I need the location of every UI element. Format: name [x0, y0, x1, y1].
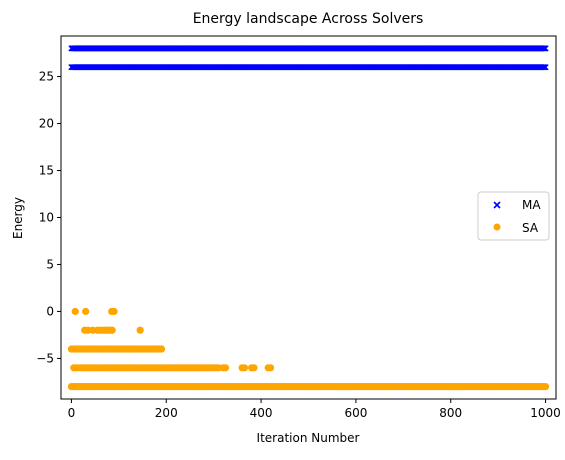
- x-tick-label: 600: [344, 406, 367, 420]
- legend-sa-marker-icon: [493, 223, 501, 231]
- data-point-sa: [250, 364, 258, 372]
- data-point-sa: [71, 307, 79, 316]
- data-point-sa: [136, 326, 144, 334]
- y-tick-label: 25: [39, 70, 54, 84]
- x-tick-label: 0: [68, 406, 76, 420]
- y-tick-label: 20: [39, 117, 54, 131]
- y-axis-label: Energy: [11, 197, 25, 239]
- legend-ma-marker-icon: [493, 201, 501, 209]
- legend-sa-label: SA: [522, 221, 539, 235]
- legend-ma-label: MA: [522, 198, 541, 212]
- plot-area: [67, 45, 550, 391]
- data-point-sa: [541, 382, 550, 391]
- y-tick-label: 15: [39, 164, 54, 178]
- y-tick-label: 5: [46, 257, 54, 271]
- series-ma: [68, 45, 549, 71]
- y-tick-label: 0: [46, 304, 54, 318]
- series-sa: [67, 307, 550, 391]
- y-tick-label: 10: [39, 211, 54, 225]
- x-axis-label: Iteration Number: [257, 431, 360, 445]
- data-point-sa: [266, 364, 275, 372]
- x-tick-label: 400: [250, 406, 273, 420]
- legend: MA SA: [477, 191, 550, 241]
- x-tick-label: 1000: [530, 406, 561, 420]
- data-point-ma: [542, 45, 549, 52]
- data-point-sa: [108, 326, 116, 334]
- data-point-sa: [82, 307, 90, 316]
- x-axis: 0 200 400 600 800 1000: [68, 399, 561, 420]
- y-tick-label: −5: [36, 351, 54, 365]
- data-point-sa: [157, 345, 166, 353]
- x-tick-label: 800: [439, 406, 462, 420]
- data-point-sa: [110, 307, 118, 316]
- y-axis: −5 0 5 10 15 20 25: [36, 70, 61, 365]
- data-point-sa: [221, 364, 230, 372]
- chart-title: Energy landscape Across Solvers: [193, 11, 424, 27]
- data-point-ma: [542, 64, 549, 71]
- data-point-sa: [240, 364, 249, 372]
- x-tick-label: 200: [155, 406, 178, 420]
